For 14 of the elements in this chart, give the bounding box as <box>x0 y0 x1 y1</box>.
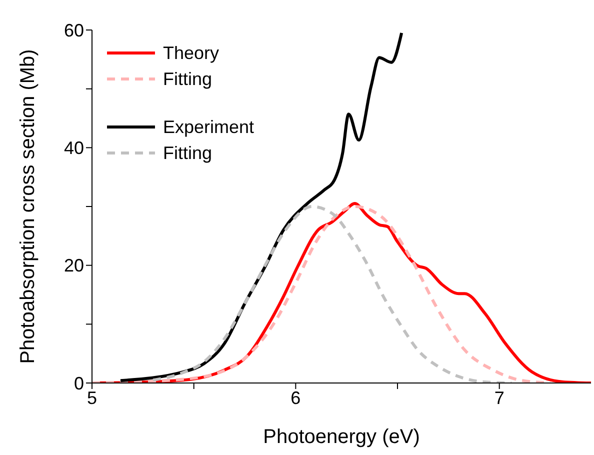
x-tick-label: 5 <box>86 388 98 408</box>
y-tick-label: 0 <box>74 373 84 394</box>
legend-label: Experiment <box>163 116 254 138</box>
x-tick-label: 7 <box>494 388 504 408</box>
legend-label: Fitting <box>163 68 212 90</box>
y-tick-label: 40 <box>64 138 84 158</box>
legend-label: Fitting <box>163 142 212 164</box>
y-tick-label: 20 <box>64 256 84 276</box>
x-tick-label: 6 <box>290 388 301 408</box>
line-series <box>152 205 514 383</box>
y-axis-title: Photoabsorption cross section (Mb) <box>17 49 40 364</box>
y-tick-label: 60 <box>64 20 84 40</box>
x-axis-title: Photoenergy (eV) <box>263 426 420 448</box>
legend-label: Theory <box>163 42 220 64</box>
